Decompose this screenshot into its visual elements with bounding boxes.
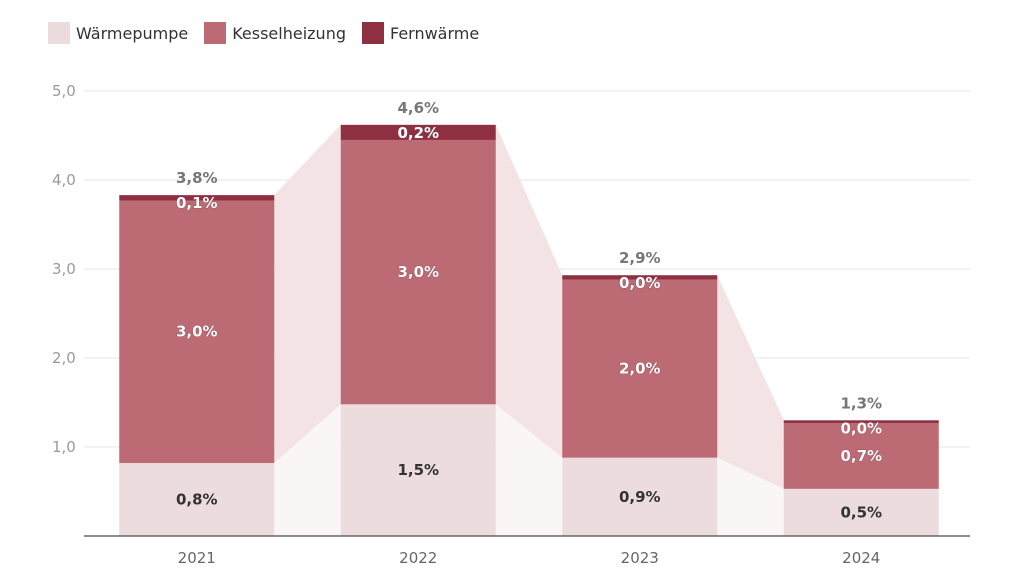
data-label-kesselheizung: 2,0%: [619, 360, 661, 378]
data-label-total: 3,8%: [176, 169, 218, 187]
data-label-kesselheizung: 3,0%: [176, 323, 218, 341]
bar-fernwärme-2022: [340, 124, 496, 140]
data-label-total: 2,9%: [619, 249, 661, 267]
legend-label-waermepumpe: Wärmepumpe: [76, 23, 189, 43]
legend-swatch-kesselheizung: [204, 22, 227, 44]
data-label-total: 4,6%: [397, 99, 439, 117]
legend-swatch-waermepumpe: [48, 22, 70, 44]
legend-item-kesselheizung[interactable]: Kesselheizung: [204, 22, 346, 44]
data-label-waermepumpe: 0,8%: [176, 491, 218, 509]
bar-kesselheizung-2021: [119, 200, 275, 464]
legend-item-fernwaerme[interactable]: Fernwärme: [361, 22, 480, 44]
x-tick-label: 2021: [178, 549, 216, 567]
connector-band-heizung: [717, 275, 784, 489]
legend-label-fernwaerme: Fernwärme: [389, 23, 480, 43]
y-tick-label: 4,0: [52, 171, 76, 189]
data-label-waermepumpe: 0,5%: [840, 503, 882, 521]
connector-band-heizung: [274, 124, 341, 464]
y-tick-label: 3,0: [52, 260, 76, 278]
connector-band-heizung: [495, 124, 563, 458]
data-label-waermepumpe: 0,9%: [619, 488, 661, 506]
data-label-kesselheizung: 3,0%: [397, 263, 439, 281]
legend: Wärmepumpe Kesselheizung Fernwärme: [48, 22, 479, 44]
bar-fernwärme-2021: [119, 195, 275, 201]
legend-swatch-fernwaerme: [361, 22, 384, 44]
legend-label-kesselheizung: Kesselheizung: [232, 23, 346, 43]
data-label-total: 1,3%: [840, 394, 882, 412]
y-tick-label: 5,0: [52, 82, 76, 100]
x-tick-label: 2024: [842, 549, 880, 567]
bar-fernwärme-2023: [562, 275, 718, 280]
bar-wärmepumpe-2023: [562, 457, 718, 536]
data-label-fernwaerme: 0,0%: [619, 274, 661, 292]
bar-kesselheizung-2022: [340, 139, 496, 405]
legend-item-waermepumpe[interactable]: Wärmepumpe: [48, 22, 188, 44]
bar-wärmepumpe-2021: [119, 463, 275, 536]
data-label-waermepumpe: 1,5%: [397, 461, 439, 479]
bar-kesselheizung-2024: [783, 422, 939, 489]
y-tick-label: 2,0: [52, 349, 76, 367]
y-tick-label: 1,0: [52, 438, 76, 456]
bar-fernwärme-2024: [783, 420, 939, 423]
bar-wärmepumpe-2022: [340, 404, 496, 536]
x-tick-label: 2022: [399, 549, 437, 567]
bar-wärmepumpe-2024: [783, 488, 939, 536]
bar-kesselheizung-2023: [562, 279, 718, 458]
connector-band-waermepumpe: [717, 457, 784, 536]
connector-band-waermepumpe: [274, 404, 341, 536]
connector-band-waermepumpe: [495, 404, 563, 536]
x-tick-label: 2023: [621, 549, 659, 567]
data-label-fernwaerme: 0,2%: [397, 124, 439, 142]
data-label-kesselheizung: 0,7%: [840, 447, 882, 465]
data-label-fernwaerme: 0,1%: [176, 194, 218, 212]
data-label-fernwaerme: 0,0%: [840, 419, 882, 437]
